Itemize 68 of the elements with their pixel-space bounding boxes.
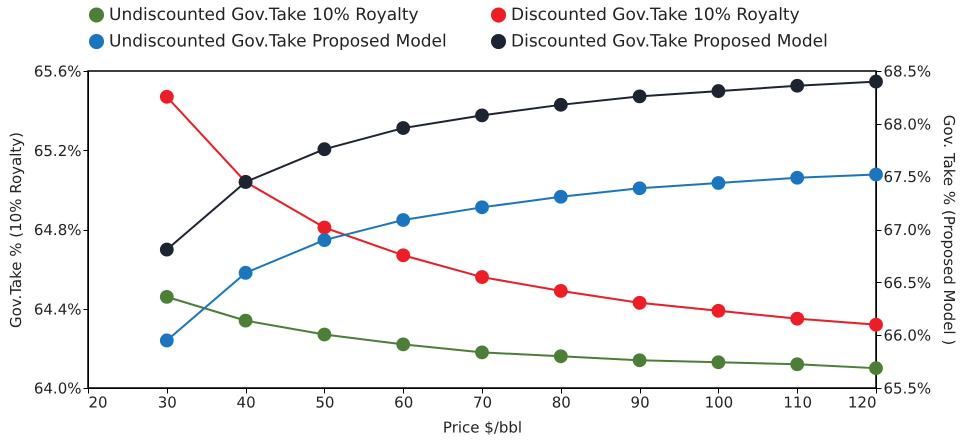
point	[712, 84, 726, 98]
point	[238, 314, 252, 328]
y-tick-label: 65.2%	[34, 142, 82, 160]
point	[554, 98, 568, 112]
point	[396, 338, 410, 352]
point	[632, 353, 646, 368]
point	[790, 170, 804, 185]
point	[869, 168, 883, 182]
point	[396, 248, 410, 262]
x-axis-title: Price $/bbl	[442, 418, 522, 436]
point	[632, 89, 646, 104]
point	[632, 296, 646, 310]
point	[475, 270, 489, 284]
legend-label: Undiscounted Gov.Take Proposed Model	[109, 32, 447, 52]
point	[632, 181, 646, 196]
point	[396, 121, 410, 135]
x-tick-label: 70	[472, 394, 492, 412]
x-tick-label: 20	[88, 394, 108, 412]
point	[475, 108, 489, 122]
y2-tick-label: 67.5%	[884, 168, 932, 186]
x-tick-label: 80	[552, 394, 571, 412]
point	[160, 290, 174, 304]
point	[160, 334, 174, 348]
y2-tick-label: 66.0%	[884, 326, 932, 345]
x-tick-label: 60	[394, 394, 414, 412]
legend-label: Undiscounted Gov.Take 10% Royalty	[109, 4, 419, 25]
point	[790, 78, 804, 93]
y-axis-title: Gov.Take % (10% Royalty)	[6, 132, 25, 328]
point	[869, 318, 883, 332]
x-tick-label: 100	[704, 394, 734, 412]
point	[790, 312, 804, 326]
point	[475, 345, 489, 360]
point	[869, 361, 883, 376]
point	[318, 233, 332, 247]
y2-tick-label: 68.0%	[884, 115, 932, 134]
point	[160, 90, 174, 104]
point	[238, 266, 252, 280]
y2-axis-title: Gov. Take % (Proposed Model )	[940, 114, 958, 346]
y-tick-label: 64.4%	[34, 300, 82, 318]
x-tick-label: 120	[848, 394, 876, 412]
x-tick-label: 50	[315, 394, 334, 412]
y-tick-label: 64.0%	[34, 380, 82, 398]
point	[396, 213, 410, 227]
point	[554, 190, 568, 204]
y2-tick-label: 65.5%	[884, 380, 932, 398]
x-tick-label: 40	[236, 394, 256, 412]
point	[790, 357, 804, 372]
point	[475, 200, 489, 214]
point	[554, 284, 568, 298]
legend-label: Discounted Gov.Take Proposed Model	[511, 32, 828, 52]
point	[318, 220, 332, 234]
legend-label: Discounted Gov.Take 10% Royalty	[511, 4, 800, 25]
y2-tick-label: 67.0%	[884, 221, 932, 239]
x-tick-label: 110	[783, 394, 812, 412]
point	[160, 242, 174, 256]
y-tick-label: 65.6%	[34, 62, 82, 80]
point	[318, 328, 332, 342]
x-tick-label: 30	[158, 394, 177, 412]
y2-tick-label: 66.5%	[884, 274, 932, 292]
point	[712, 304, 726, 318]
point	[869, 74, 883, 88]
point	[712, 355, 726, 370]
y2-tick-label: 68.5%	[884, 62, 932, 80]
point	[712, 176, 726, 190]
point	[554, 349, 568, 364]
point	[318, 142, 332, 156]
x-tick-label: 90	[630, 394, 650, 412]
y-tick-label: 64.8%	[34, 221, 82, 239]
